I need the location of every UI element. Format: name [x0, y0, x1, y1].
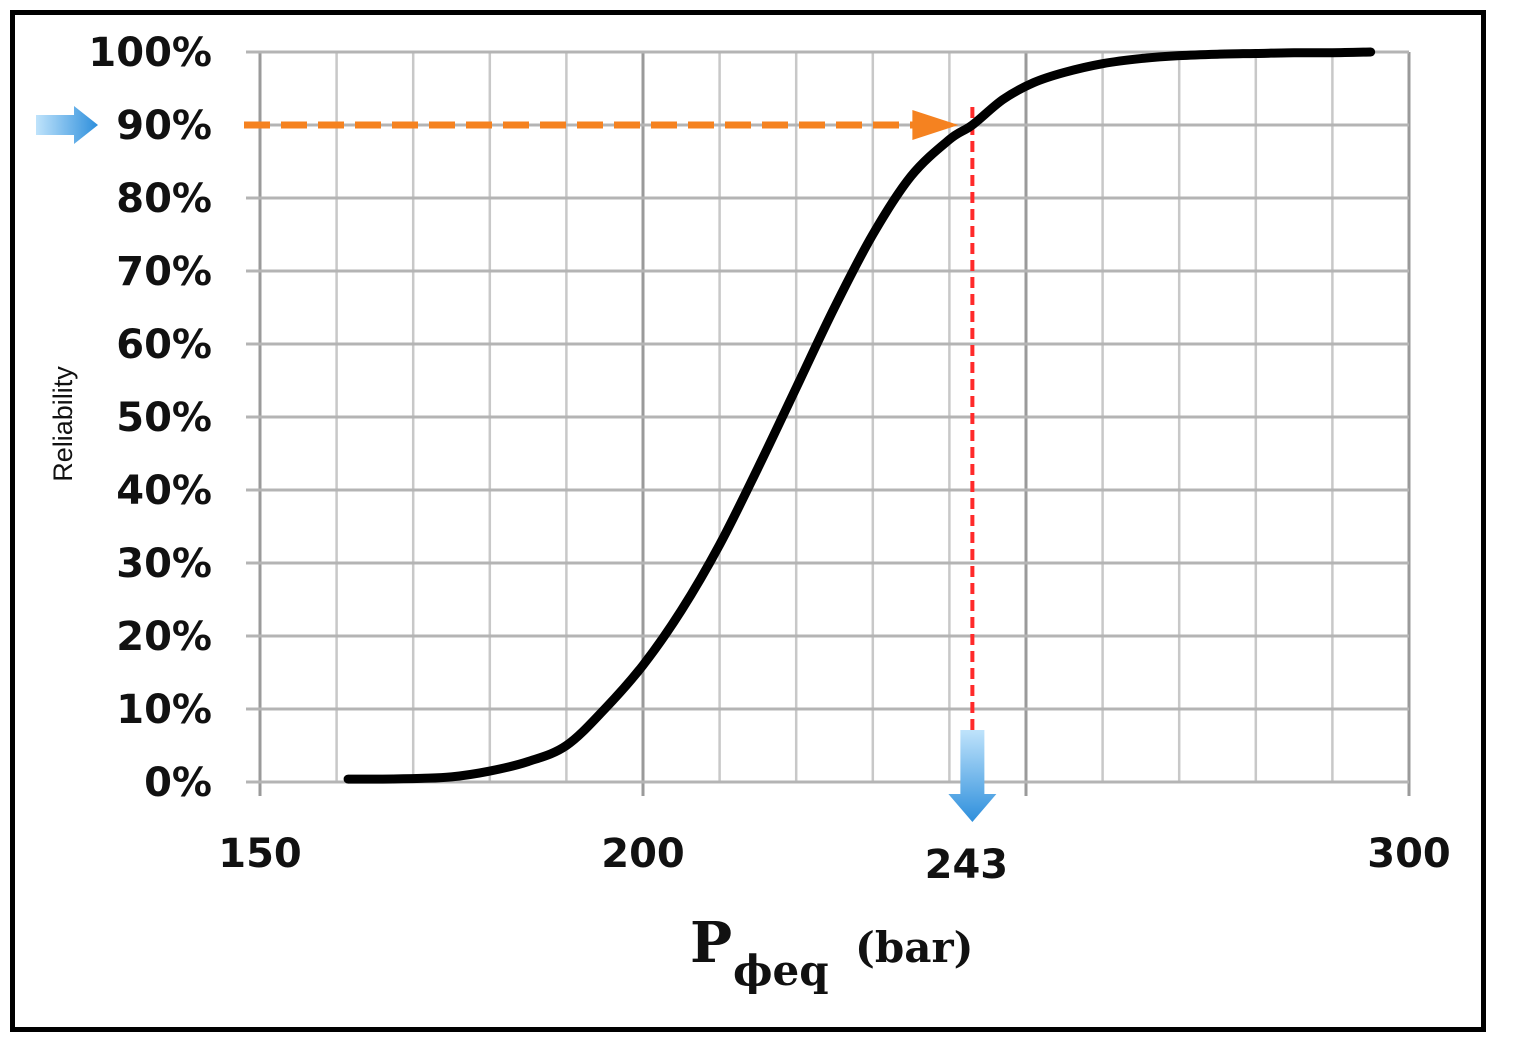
x-tick-labels: 150 200 300 — [218, 831, 1451, 877]
x-axis-label: P ϕeq (bar) — [690, 910, 973, 995]
grid — [246, 50, 1411, 796]
blue-arrow-down-icon — [948, 730, 997, 822]
y-tick-label: 50% — [116, 395, 212, 441]
x-axis-label-subscript: ϕeq — [733, 946, 829, 995]
y-tick-label: 60% — [116, 322, 212, 368]
y-tick-label: 0% — [144, 760, 212, 806]
blue-arrow-right-icon — [36, 106, 98, 144]
x-axis-label-main: P — [690, 910, 732, 976]
x-axis-label-unit: (bar) — [855, 923, 973, 972]
x-tick-label: 150 — [218, 831, 302, 877]
y-tick-label: 70% — [116, 249, 212, 295]
threshold-annotations — [36, 106, 997, 822]
x-tick-label: 200 — [601, 831, 685, 877]
y-tick-label: 40% — [116, 468, 212, 514]
x-tick-label: 300 — [1367, 831, 1451, 877]
y-tick-label: 80% — [116, 176, 212, 222]
y-tick-label: 20% — [116, 614, 212, 660]
threshold-x-label: 243 — [925, 842, 1009, 888]
threshold-horizontal-arrowhead — [912, 110, 959, 140]
y-tick-labels: 0% 10% 20% 30% 40% 50% 60% 70% 80% 90% 100% — [88, 30, 212, 806]
series-line-reliability — [343, 47, 1376, 784]
y-tick-label: 30% — [116, 541, 212, 587]
chart-frame — [10, 10, 1486, 1032]
y-tick-label: 90% — [116, 103, 212, 149]
y-axis-label: Reliability — [48, 366, 78, 482]
y-tick-label: 10% — [116, 687, 212, 733]
y-tick-label: 100% — [88, 30, 212, 76]
